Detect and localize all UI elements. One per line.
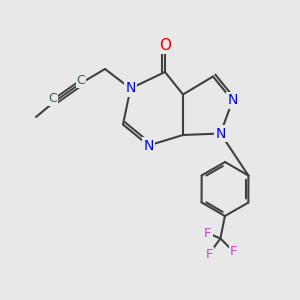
Text: N: N [215,127,226,140]
Text: F: F [230,245,238,259]
Text: C: C [48,92,57,105]
Text: N: N [143,139,154,152]
Text: O: O [159,38,171,52]
Text: C: C [76,74,85,87]
Text: F: F [204,226,212,240]
Text: N: N [227,94,238,107]
Text: N: N [125,82,136,95]
Text: F: F [205,248,213,261]
